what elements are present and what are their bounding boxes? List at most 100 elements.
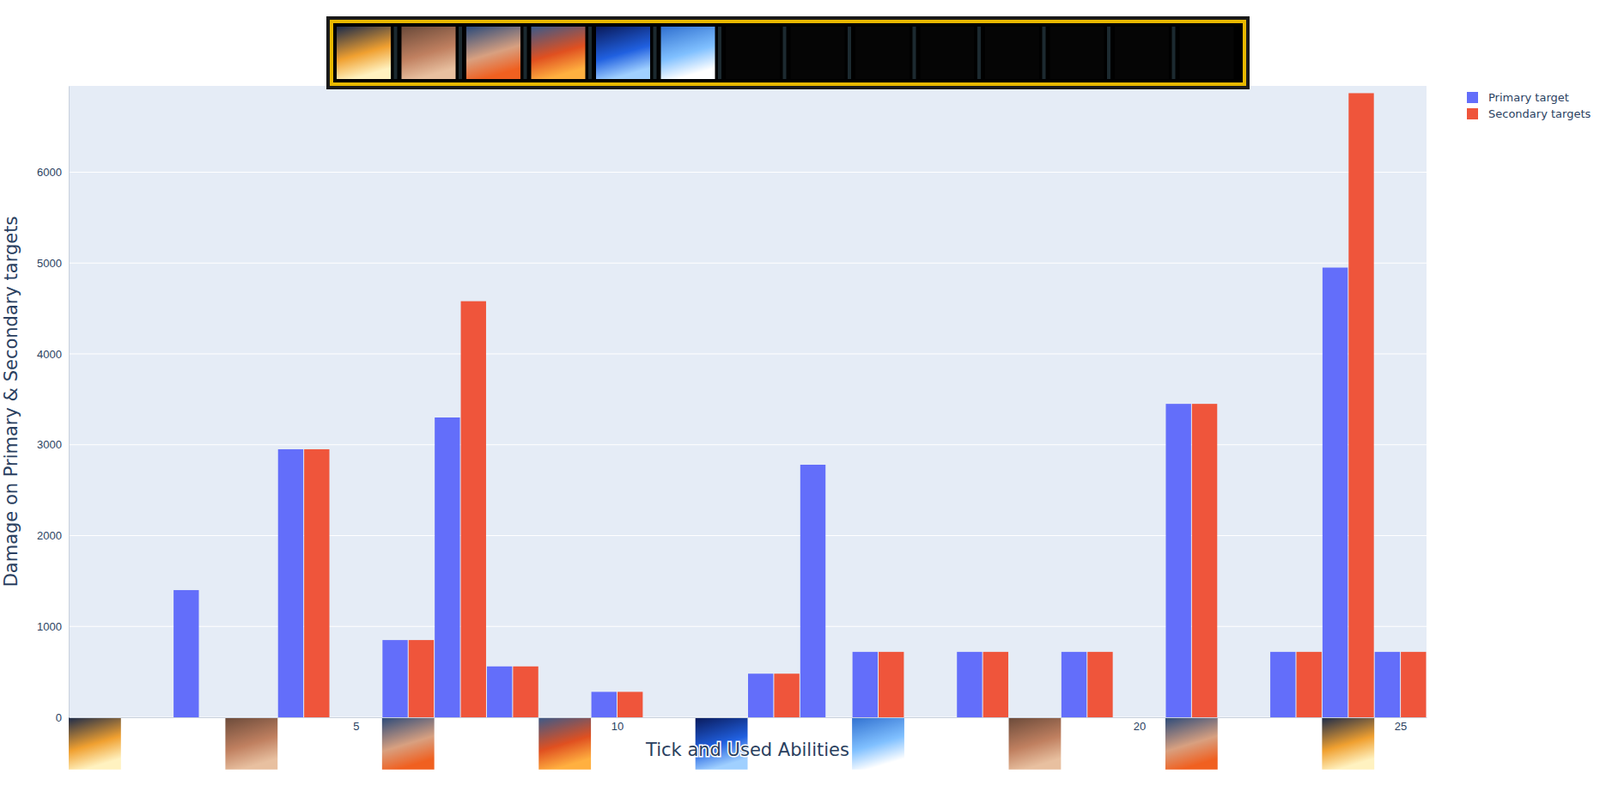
ability-icon [538,717,591,770]
toolbar-slot [725,26,780,80]
y-tick: 5000 [36,256,69,270]
bar [800,464,826,718]
x-tick: 10 [611,717,624,733]
toolbar-slot [466,26,521,80]
grid-line [68,535,1427,536]
grid-line [68,717,1427,718]
x-tick-label: 25 [1394,719,1407,733]
toolbar-slot [1180,26,1235,80]
bar [1165,403,1191,718]
bar [434,417,460,718]
bar [878,651,904,718]
bar [748,673,773,718]
y-tick: 3000 [36,438,69,451]
toolbar-slot [855,26,910,80]
plot-background [68,85,1427,718]
toolbar-divider [1042,26,1047,80]
toolbar-slot [596,26,651,80]
x-tick: 5 [352,717,359,733]
bar [382,639,408,718]
x-axis: 5 10 20 25 [69,717,1428,733]
chart: 0 1000 2000 3000 4000 5000 6000 5 10 20 25 Tick and… [0,0,1600,786]
x-axis-line [69,717,1428,718]
ability-icon [225,717,278,770]
bar [983,651,1009,718]
y-tick-label: 6000 [36,165,62,179]
toolbar-border [331,21,1245,85]
y-axis-title: Damage on Primary & Secondary targets [0,216,22,588]
toolbar-slot [531,26,586,80]
legend-item: Primary target [1466,91,1570,104]
x-tick: 25 [1394,717,1407,733]
bar [408,639,434,718]
y-tick: 2000 [36,529,69,542]
legend-label: Secondary targets [1488,107,1592,121]
toolbar-divider [653,26,658,80]
y-tick: 6000 [36,165,69,179]
x-tick: 20 [1133,717,1146,733]
toolbar-divider [1172,26,1176,80]
ability-icons [68,717,1375,770]
grid-line [68,444,1427,445]
legend-swatch [1466,91,1479,104]
y-tick-label: 0 [55,711,62,724]
ability-toolbar [326,16,1250,90]
ability-icon [382,717,435,770]
toolbar-divider [588,26,592,80]
y-axis-line [68,86,70,718]
grid-line [68,262,1427,264]
bars [173,92,1426,718]
x-tick-label: 20 [1133,719,1146,733]
x-tick-label: 5 [352,719,359,733]
toolbar-slot [336,26,391,80]
y-tick-label: 2000 [36,529,62,542]
toolbar-divider [783,26,787,80]
toolbar-divider [394,26,398,80]
bar [1270,651,1296,718]
y-tick-label: 4000 [36,347,62,361]
bar [512,666,538,718]
bar [1061,651,1087,718]
toolbar-slot [401,26,457,80]
toolbar-slot [661,26,716,80]
toolbar-divider [717,26,722,80]
y-tick-label: 1000 [36,620,62,633]
x-axis-title: Tick and Used Abilities [644,739,850,761]
legend-label: Primary target [1488,91,1570,104]
y-axis: 0 1000 2000 3000 4000 5000 6000 [36,86,69,724]
bar [1192,403,1217,718]
grid-line [68,626,1427,627]
grid-line [68,171,1427,173]
bar [1348,92,1374,718]
grid-line [68,352,1427,354]
x-tick-label: 10 [611,719,624,733]
toolbar-slot [985,26,1040,80]
bar [956,651,982,718]
toolbar-divider [912,26,917,80]
bar [173,590,199,718]
bar [1322,267,1348,718]
y-tick: 1000 [36,620,69,633]
y-tick: 0 [55,711,69,724]
toolbar-slot [1050,26,1105,80]
toolbar-divider [847,26,852,80]
legend-swatch [1466,108,1479,120]
bar [1087,651,1113,718]
legend: Primary target Secondary targets [1466,91,1592,121]
y-tick-label: 3000 [36,438,62,451]
legend-item: Secondary targets [1466,107,1592,121]
ability-icon [1165,717,1218,770]
toolbar-slot [920,26,975,80]
bar [591,691,617,718]
bar [1295,651,1321,718]
ability-icon [68,717,122,770]
bar [304,449,329,718]
y-tick-label: 5000 [36,256,62,270]
ability-icon [1009,717,1062,770]
toolbar-slot [790,26,846,80]
bar [852,651,878,718]
bar [617,691,643,718]
ability-icon [851,717,905,770]
toolbar-divider [458,26,463,80]
bar [278,449,304,718]
